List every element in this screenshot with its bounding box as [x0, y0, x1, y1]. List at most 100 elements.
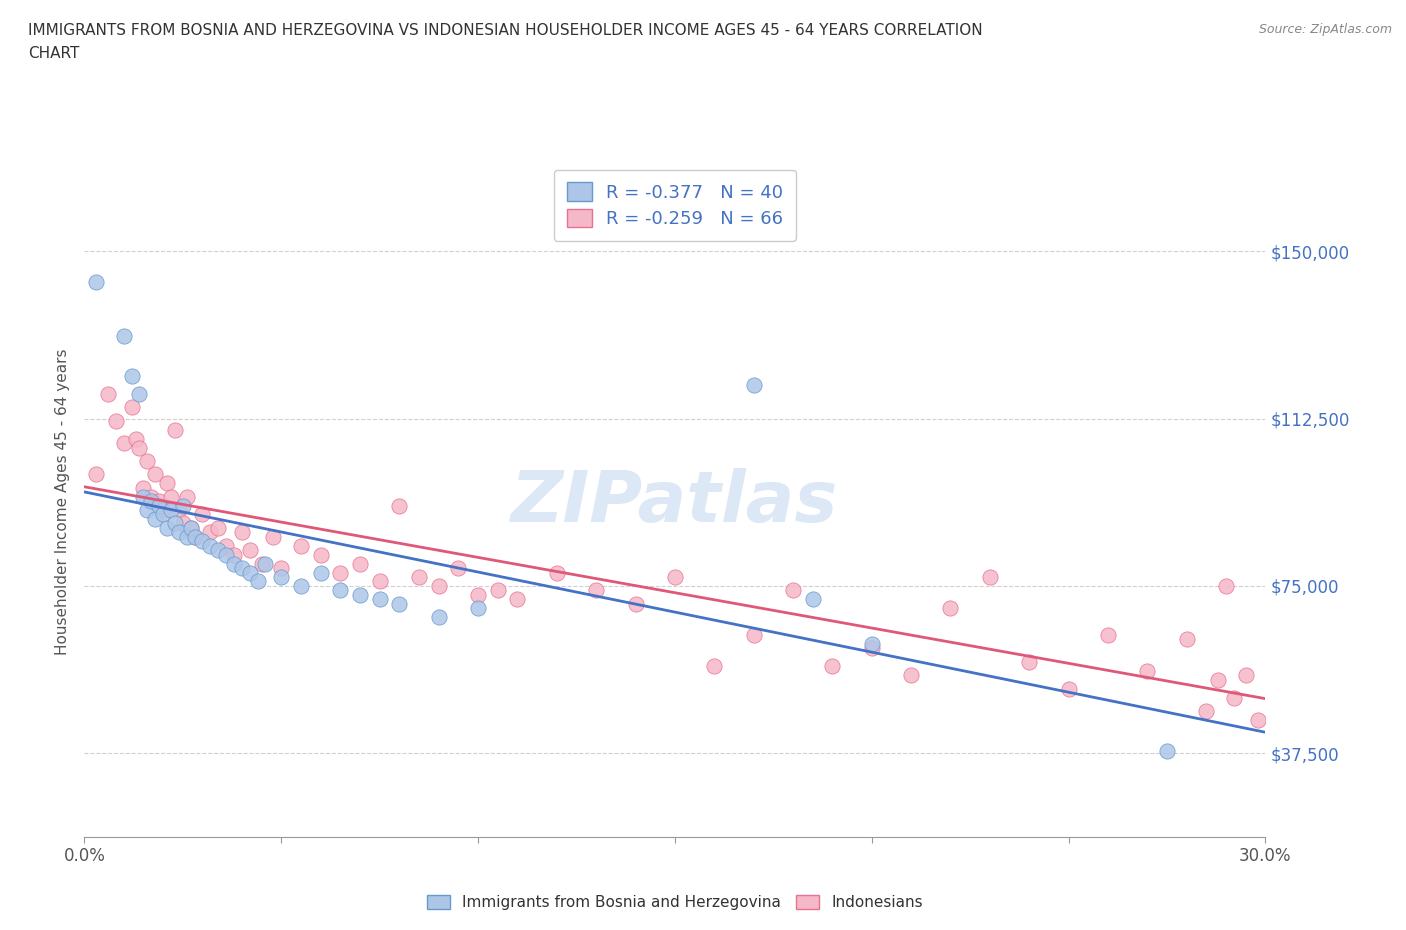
Text: ZIPatlas: ZIPatlas: [512, 468, 838, 537]
Point: [152, 502, 174, 517]
Point: [821, 658, 844, 673]
Point: [349, 588, 371, 603]
Point: [239, 543, 262, 558]
Point: [172, 498, 194, 513]
Point: [163, 422, 186, 437]
Point: [860, 641, 883, 656]
Point: [290, 538, 312, 553]
Point: [270, 569, 292, 584]
Point: [388, 596, 411, 611]
Point: [1195, 703, 1218, 718]
Point: [427, 578, 450, 593]
Point: [1018, 655, 1040, 670]
Legend: Immigrants from Bosnia and Herzegovina, Indonesians: Immigrants from Bosnia and Herzegovina, …: [420, 889, 929, 916]
Point: [900, 668, 922, 683]
Point: [231, 525, 253, 539]
Point: [742, 378, 765, 392]
Point: [160, 502, 183, 517]
Point: [132, 480, 155, 495]
Point: [191, 534, 214, 549]
Point: [84, 467, 107, 482]
Point: [156, 521, 179, 536]
Point: [121, 368, 143, 383]
Point: [167, 502, 190, 517]
Point: [207, 521, 229, 536]
Text: IMMIGRANTS FROM BOSNIA AND HERZEGOVINA VS INDONESIAN HOUSEHOLDER INCOME AGES 45 : IMMIGRANTS FROM BOSNIA AND HERZEGOVINA V…: [28, 23, 983, 38]
Point: [121, 400, 143, 415]
Point: [148, 494, 170, 509]
Point: [486, 583, 509, 598]
Point: [156, 476, 179, 491]
Point: [180, 521, 202, 536]
Text: CHART: CHART: [28, 46, 80, 61]
Point: [262, 529, 284, 544]
Point: [163, 516, 186, 531]
Point: [215, 538, 238, 553]
Point: [585, 583, 607, 598]
Point: [104, 413, 127, 428]
Point: [349, 556, 371, 571]
Point: [290, 578, 312, 593]
Point: [128, 387, 150, 402]
Point: [231, 561, 253, 576]
Point: [124, 432, 146, 446]
Point: [1223, 690, 1246, 705]
Point: [176, 529, 198, 544]
Point: [979, 569, 1001, 584]
Point: [309, 565, 332, 580]
Y-axis label: Householder Income Ages 45 - 64 years: Householder Income Ages 45 - 64 years: [55, 349, 70, 656]
Point: [939, 601, 962, 616]
Point: [329, 583, 352, 598]
Point: [128, 440, 150, 455]
Point: [200, 538, 222, 553]
Point: [388, 498, 411, 513]
Point: [160, 489, 183, 504]
Point: [782, 583, 804, 598]
Point: [329, 565, 352, 580]
Point: [152, 507, 174, 522]
Point: [1246, 712, 1268, 727]
Point: [467, 601, 489, 616]
Point: [254, 556, 277, 571]
Point: [250, 556, 273, 571]
Point: [136, 454, 159, 469]
Point: [1234, 668, 1257, 683]
Point: [1206, 672, 1229, 687]
Point: [801, 591, 824, 606]
Point: [309, 547, 332, 562]
Point: [239, 565, 262, 580]
Point: [664, 569, 686, 584]
Point: [427, 610, 450, 625]
Point: [222, 547, 245, 562]
Point: [1156, 744, 1178, 759]
Point: [167, 525, 190, 539]
Point: [141, 489, 163, 504]
Point: [1175, 632, 1198, 647]
Point: [112, 328, 135, 343]
Point: [222, 556, 245, 571]
Point: [172, 516, 194, 531]
Point: [860, 636, 883, 651]
Point: [408, 569, 430, 584]
Point: [368, 574, 391, 589]
Point: [200, 525, 222, 539]
Point: [136, 502, 159, 517]
Point: [215, 547, 238, 562]
Point: [143, 467, 166, 482]
Point: [112, 435, 135, 450]
Point: [447, 561, 470, 576]
Point: [207, 543, 229, 558]
Point: [84, 275, 107, 290]
Point: [742, 628, 765, 643]
Point: [97, 387, 120, 402]
Point: [1097, 628, 1119, 643]
Text: Source: ZipAtlas.com: Source: ZipAtlas.com: [1258, 23, 1392, 36]
Point: [143, 512, 166, 526]
Point: [467, 588, 489, 603]
Point: [703, 658, 725, 673]
Point: [132, 489, 155, 504]
Point: [1215, 578, 1237, 593]
Point: [246, 574, 269, 589]
Point: [546, 565, 568, 580]
Point: [183, 529, 205, 544]
